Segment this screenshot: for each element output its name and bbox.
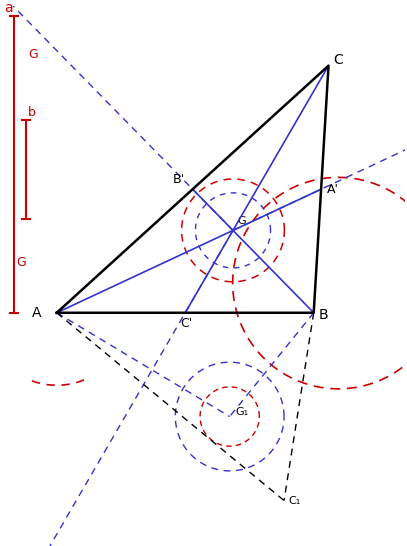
Text: A: A — [31, 306, 41, 320]
Text: B: B — [319, 308, 328, 322]
Text: C₁: C₁ — [288, 496, 300, 507]
Text: B': B' — [173, 173, 185, 186]
Text: G₁: G₁ — [236, 407, 249, 417]
Text: a: a — [4, 1, 13, 15]
Text: G: G — [16, 256, 26, 269]
Text: G: G — [28, 48, 38, 61]
Text: C: C — [333, 53, 343, 67]
Text: b: b — [28, 106, 36, 119]
Text: C': C' — [180, 317, 193, 330]
Text: G: G — [237, 216, 245, 227]
Text: A': A' — [327, 183, 339, 195]
